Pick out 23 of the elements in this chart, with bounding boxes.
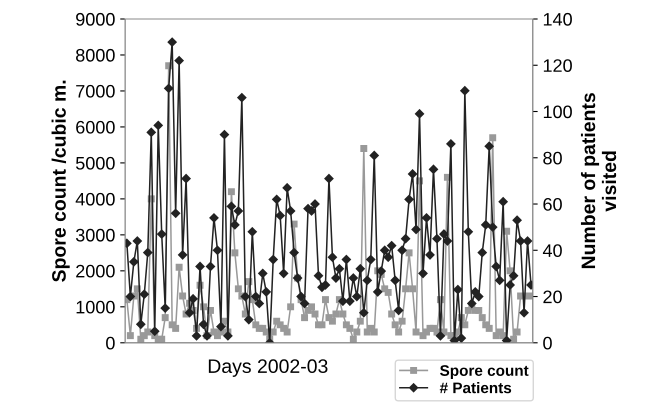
y-tick-label: 7000: [76, 84, 115, 98]
y-tick-label: 4000: [76, 192, 115, 206]
y-tick-label: 8000: [76, 48, 115, 62]
y2-axis-title: Number of patients visited: [580, 93, 616, 268]
y2-tick-label: 40: [542, 244, 562, 257]
y2-tick-label: 80: [543, 152, 562, 164]
y2-tick-label: 20: [543, 290, 562, 304]
y-tick-label: 9000: [76, 12, 115, 26]
y-tick-label: 0: [106, 336, 115, 350]
y-axis-title: Spore count /cubic m.: [52, 80, 70, 282]
y-tick-label: 5000: [76, 156, 115, 170]
x-axis-title: Days 2002-03: [208, 359, 328, 377]
legend-label: # Patients: [440, 382, 512, 394]
y-tick-label: 2000: [76, 264, 115, 278]
y-tick-label: 1000: [76, 300, 115, 314]
legend-label: Spore count: [440, 365, 529, 379]
y2-tick-label: 140: [544, 12, 572, 26]
y-tick-label: 3000: [76, 228, 115, 242]
y2-tick-label: 0: [543, 336, 552, 350]
y-tick-label: 6000: [76, 120, 115, 134]
y2-tick-label: 120: [544, 59, 572, 72]
y2-tick-label: 60: [543, 198, 562, 211]
y2-tick-label: 100: [544, 105, 572, 118]
